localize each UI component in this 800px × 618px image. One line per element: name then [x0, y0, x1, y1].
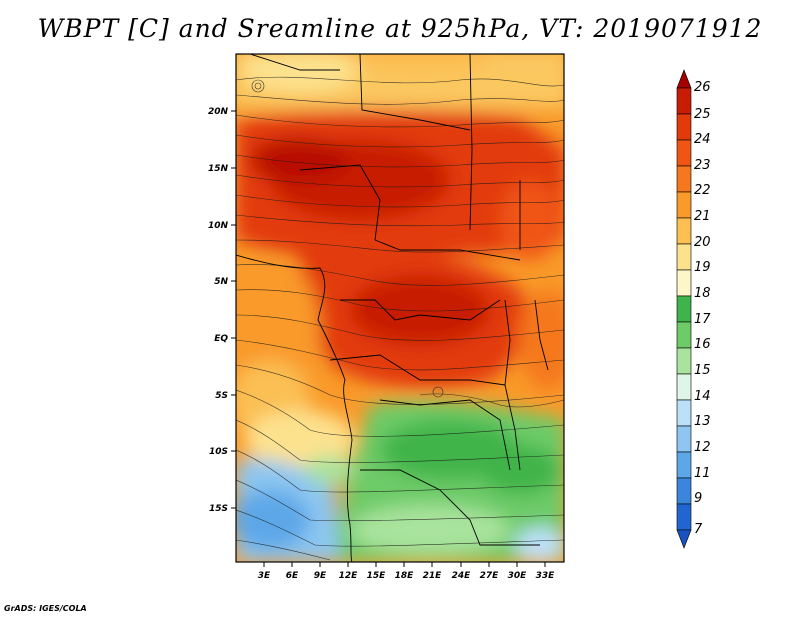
colorbar-segment — [676, 269, 692, 297]
map-frame — [235, 53, 565, 563]
colorbar-segment — [676, 113, 692, 141]
latitude-axis: 20N 15N 10N 5N EQ 5S 10S 15S — [208, 107, 236, 514]
map-title: WBPT [C] and Sreamline at 925hPa, VT: 20… — [37, 14, 763, 43]
colorbar-segment — [676, 295, 692, 323]
colorbar-segment — [676, 217, 692, 245]
lat-label: EQ — [214, 334, 228, 344]
lon-label: 3E — [258, 571, 271, 581]
lon-label: 18E — [395, 571, 415, 581]
colorbar-segment — [676, 321, 692, 349]
lat-label: 15N — [208, 164, 229, 174]
colorbar-segment — [676, 139, 692, 167]
streamlines — [236, 76, 564, 561]
colorbar-segments — [676, 69, 692, 549]
colorbar-segment — [676, 451, 692, 479]
colorbar-label: 26 — [694, 80, 711, 95]
temperature-field — [236, 54, 564, 562]
colorbar-segment — [676, 373, 692, 401]
lat-label: 10S — [209, 447, 228, 457]
lat-label: 10N — [208, 221, 229, 231]
colorbar-label: 7 — [694, 522, 703, 537]
lon-label: 30E — [508, 571, 528, 581]
colorbar-segment — [676, 165, 692, 193]
lat-label: 15S — [209, 504, 228, 514]
colorbar-labels: 26 25 24 23 22 21 20 19 18 17 16 15 14 1… — [694, 80, 711, 537]
colorbar: 26 25 24 23 22 21 20 19 18 17 16 15 14 1… — [676, 69, 711, 549]
colorbar-segment — [676, 425, 692, 453]
colorbar-label: 15 — [694, 363, 711, 378]
colorbar-label: 18 — [694, 286, 711, 301]
colorbar-label: 9 — [694, 491, 702, 506]
colorbar-label: 11 — [694, 466, 711, 481]
colorbar-label: 12 — [694, 440, 711, 455]
colorbar-label: 25 — [694, 107, 711, 122]
lat-label: 20N — [208, 107, 229, 117]
colorbar-label: 22 — [694, 183, 711, 198]
colorbar-segment — [676, 529, 692, 549]
colorbar-segment — [676, 503, 692, 531]
colorbar-segment — [676, 87, 692, 115]
lon-label: 33E — [536, 571, 556, 581]
country-borders — [236, 54, 549, 562]
lat-label: 5S — [215, 391, 228, 401]
colorbar-label: 23 — [694, 158, 711, 173]
longitude-axis: 3E 6E 9E 12E 15E 18E 21E 24E 27E 30E 33E — [258, 562, 555, 581]
lon-label: 6E — [286, 571, 299, 581]
colorbar-label: 24 — [694, 132, 711, 147]
lon-label: 27E — [480, 571, 500, 581]
colorbar-label: 21 — [694, 209, 711, 224]
colorbar-segment — [676, 69, 692, 89]
lon-label: 21E — [423, 571, 443, 581]
colorbar-label: 14 — [694, 389, 711, 404]
colorbar-segment — [676, 191, 692, 219]
colorbar-segment — [676, 399, 692, 427]
colorbar-label: 13 — [694, 414, 711, 429]
lon-label: 15E — [367, 571, 387, 581]
lon-label: 9E — [314, 571, 327, 581]
colorbar-label: 19 — [694, 260, 711, 275]
lon-label: 12E — [339, 571, 359, 581]
colorbar-label: 16 — [694, 337, 711, 352]
grads-credit: GrADS: IGES/COLA — [4, 604, 87, 613]
colorbar-segment — [676, 477, 692, 505]
colorbar-label: 20 — [694, 235, 711, 250]
colorbar-segment — [676, 347, 692, 375]
lat-label: 5N — [214, 277, 228, 287]
colorbar-label: 17 — [694, 312, 711, 327]
lon-label: 24E — [452, 571, 472, 581]
colorbar-segment — [676, 243, 692, 271]
